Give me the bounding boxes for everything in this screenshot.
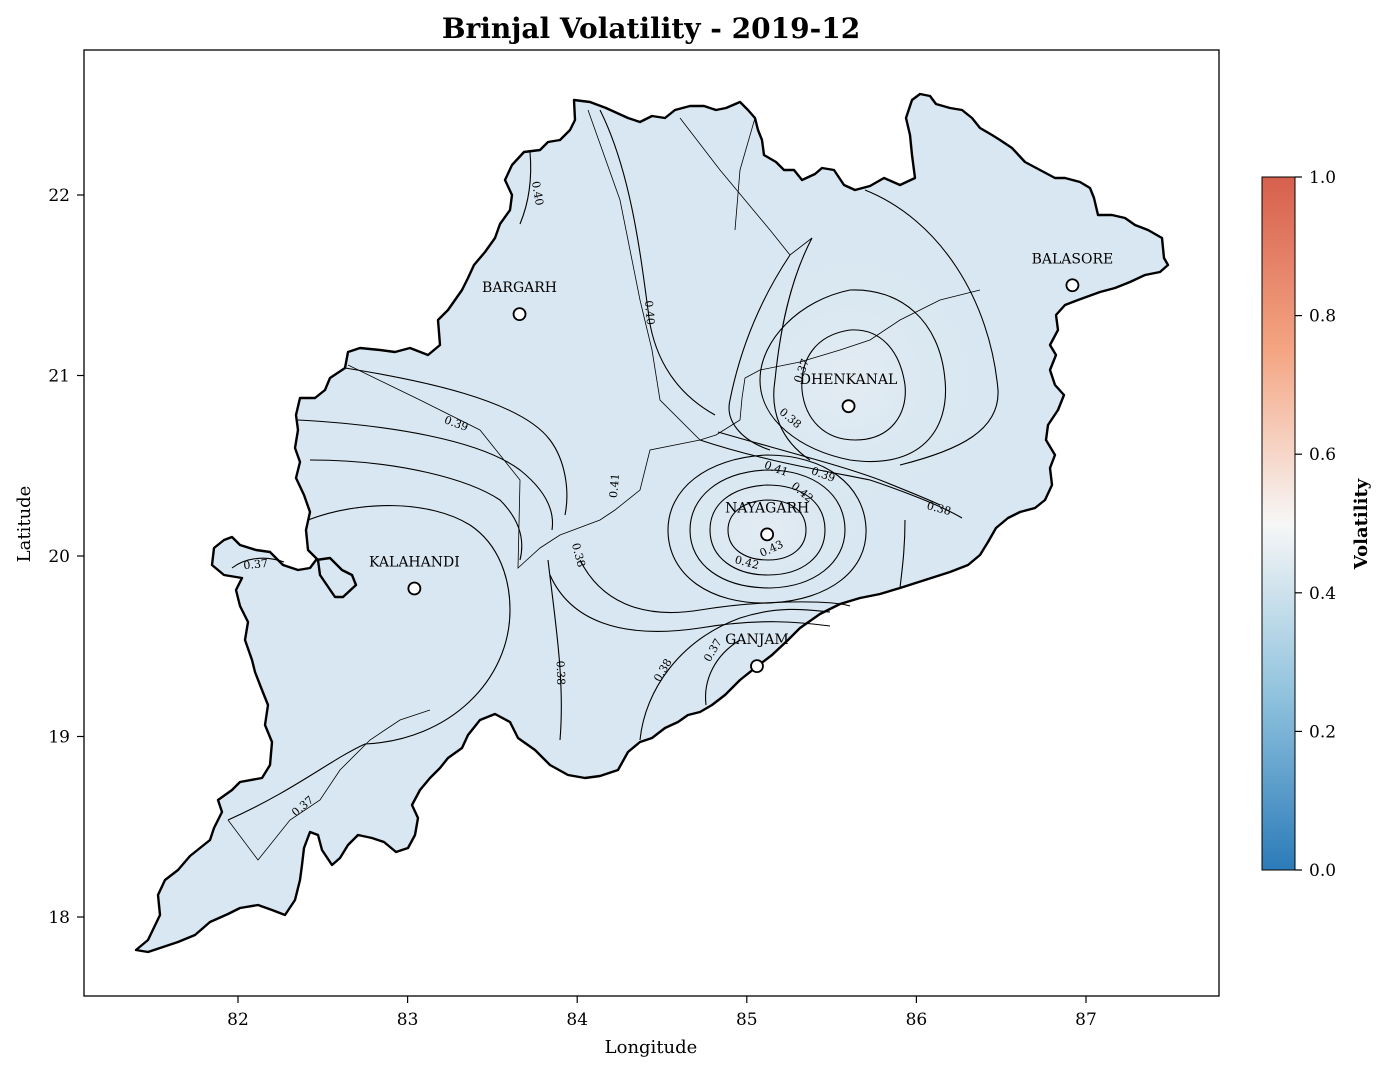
y-axis-label: Latitude xyxy=(14,486,35,563)
y-tick-label: 19 xyxy=(48,728,70,748)
city-marker-bargarh xyxy=(512,307,527,322)
contour-label: 0.40 xyxy=(529,180,546,206)
city-label-ganjam: GANJAM xyxy=(725,632,789,648)
city-marker-kalahandi xyxy=(407,581,422,596)
colorbar-tick-label: 1.0 xyxy=(1309,168,1336,188)
colorbar-tick-label: 0.6 xyxy=(1309,445,1336,465)
colorbar-label: Volatility xyxy=(1351,478,1372,570)
colorbar-tick-label: 0.0 xyxy=(1309,861,1336,881)
district-boundary xyxy=(587,109,701,441)
y-tick-label: 22 xyxy=(48,186,70,206)
contour-line xyxy=(547,559,562,741)
y-tick-label: 18 xyxy=(48,908,70,928)
city-label-bargarh: BARGARH xyxy=(482,280,557,296)
city-marker-dhenkanal xyxy=(841,399,856,414)
colorbar-tick-label: 0.2 xyxy=(1309,722,1336,742)
city-marker-nayagarh xyxy=(760,527,775,542)
y-tick-label: 20 xyxy=(48,547,70,567)
y-tick-label: 21 xyxy=(48,367,70,387)
x-tick-label: 83 xyxy=(397,1010,419,1030)
contour-line xyxy=(727,499,807,561)
contour-label: 0.37 xyxy=(243,557,269,572)
contour-line xyxy=(728,254,791,451)
contour-line xyxy=(599,109,716,416)
contour-label: 0.42 xyxy=(733,553,760,572)
city-marker-ganjam xyxy=(750,659,764,674)
contour-line xyxy=(759,289,947,462)
colorbar-ticks: 0.0 0.2 0.4 0.6 0.8 1.0 xyxy=(1295,168,1336,881)
contour-label: 0.41 xyxy=(607,473,622,499)
colorbar: 0.0 0.2 0.4 0.6 0.8 1.0 Volatility xyxy=(1261,168,1372,881)
x-tick-label: 82 xyxy=(227,1010,249,1030)
contour-line xyxy=(717,431,941,506)
colorbar-tick-label: 0.4 xyxy=(1309,584,1336,604)
y-axis: 22 21 20 19 18 xyxy=(48,186,84,928)
city-label-nayagarh: NAYAGARH xyxy=(725,500,809,516)
x-tick-label: 84 xyxy=(566,1010,588,1030)
district-boundary xyxy=(227,709,431,861)
city-label-balasore: BALASORE xyxy=(1032,251,1114,267)
contour-line xyxy=(699,439,963,519)
district-boundary xyxy=(679,117,813,256)
x-tick-label: 87 xyxy=(1075,1010,1097,1030)
colorbar-gradient xyxy=(1261,176,1296,871)
contour-line xyxy=(704,639,741,706)
contour-label: 0.38 xyxy=(554,660,568,685)
x-axis-label: Longitude xyxy=(605,1037,698,1058)
contour-line xyxy=(801,329,906,441)
x-tick-label: 85 xyxy=(736,1010,758,1030)
contour-line xyxy=(579,559,851,614)
city-label-kalahandi: KALAHANDI xyxy=(369,554,460,570)
contour-line xyxy=(667,454,867,604)
city-label-dhenkanal: DHENKANAL xyxy=(800,372,898,388)
contour-line xyxy=(899,519,906,589)
contour-line xyxy=(297,419,554,531)
contour-line xyxy=(309,459,523,561)
x-tick-label: 86 xyxy=(906,1010,928,1030)
city-marker-balasore xyxy=(1065,278,1080,293)
contour-label: 0.38 xyxy=(925,499,952,518)
contour-line xyxy=(519,151,532,225)
contours xyxy=(227,109,999,821)
contour-line xyxy=(344,367,568,516)
contour-line xyxy=(549,574,831,632)
contour-line xyxy=(689,469,846,589)
contour-line xyxy=(639,608,831,741)
district-boundary xyxy=(734,117,756,231)
contour-line xyxy=(773,237,813,461)
chart-title: Brinjal Volatility - 2019-12 xyxy=(442,12,860,45)
contour-label: 0.38 xyxy=(569,542,588,569)
contour-label: 0.40 xyxy=(642,300,657,326)
contour-line xyxy=(864,189,999,466)
colorbar-tick-label: 0.8 xyxy=(1309,307,1336,327)
x-axis: 82 83 84 85 86 87 xyxy=(227,996,1097,1030)
contour-line xyxy=(231,557,285,569)
contour-line xyxy=(709,484,826,576)
contour-line xyxy=(227,505,511,821)
city-markers: BARGARH BALASORE DHENKANAL NAYAGARH KALAHAND… xyxy=(369,251,1114,674)
